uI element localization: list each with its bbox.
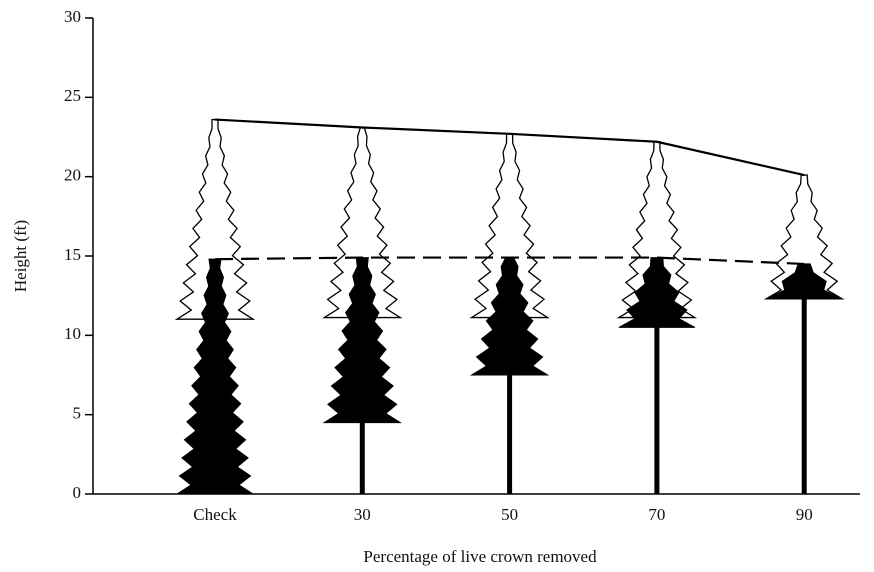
y-tick-label: 10 [64,324,81,343]
x-tick-label: 90 [796,505,813,524]
x-tick-label: 30 [354,505,371,524]
y-tick-label: 5 [73,404,82,423]
y-tick-label: 15 [64,245,81,264]
y-tick-label: 20 [64,166,81,185]
x-tick-label: Check [193,505,237,524]
x-axis-title: Percentage of live crown removed [363,547,597,566]
y-tick-label: 30 [64,7,81,26]
y-tick-label: 25 [64,86,81,105]
crown-live [177,259,253,494]
chart: Percentage of live crown removed Height … [0,0,874,572]
x-tick-label: 70 [648,505,665,524]
y-tick-label: 0 [73,483,82,502]
y-axis-title: Height (ft) [11,220,30,292]
x-tick-label: 50 [501,505,518,524]
